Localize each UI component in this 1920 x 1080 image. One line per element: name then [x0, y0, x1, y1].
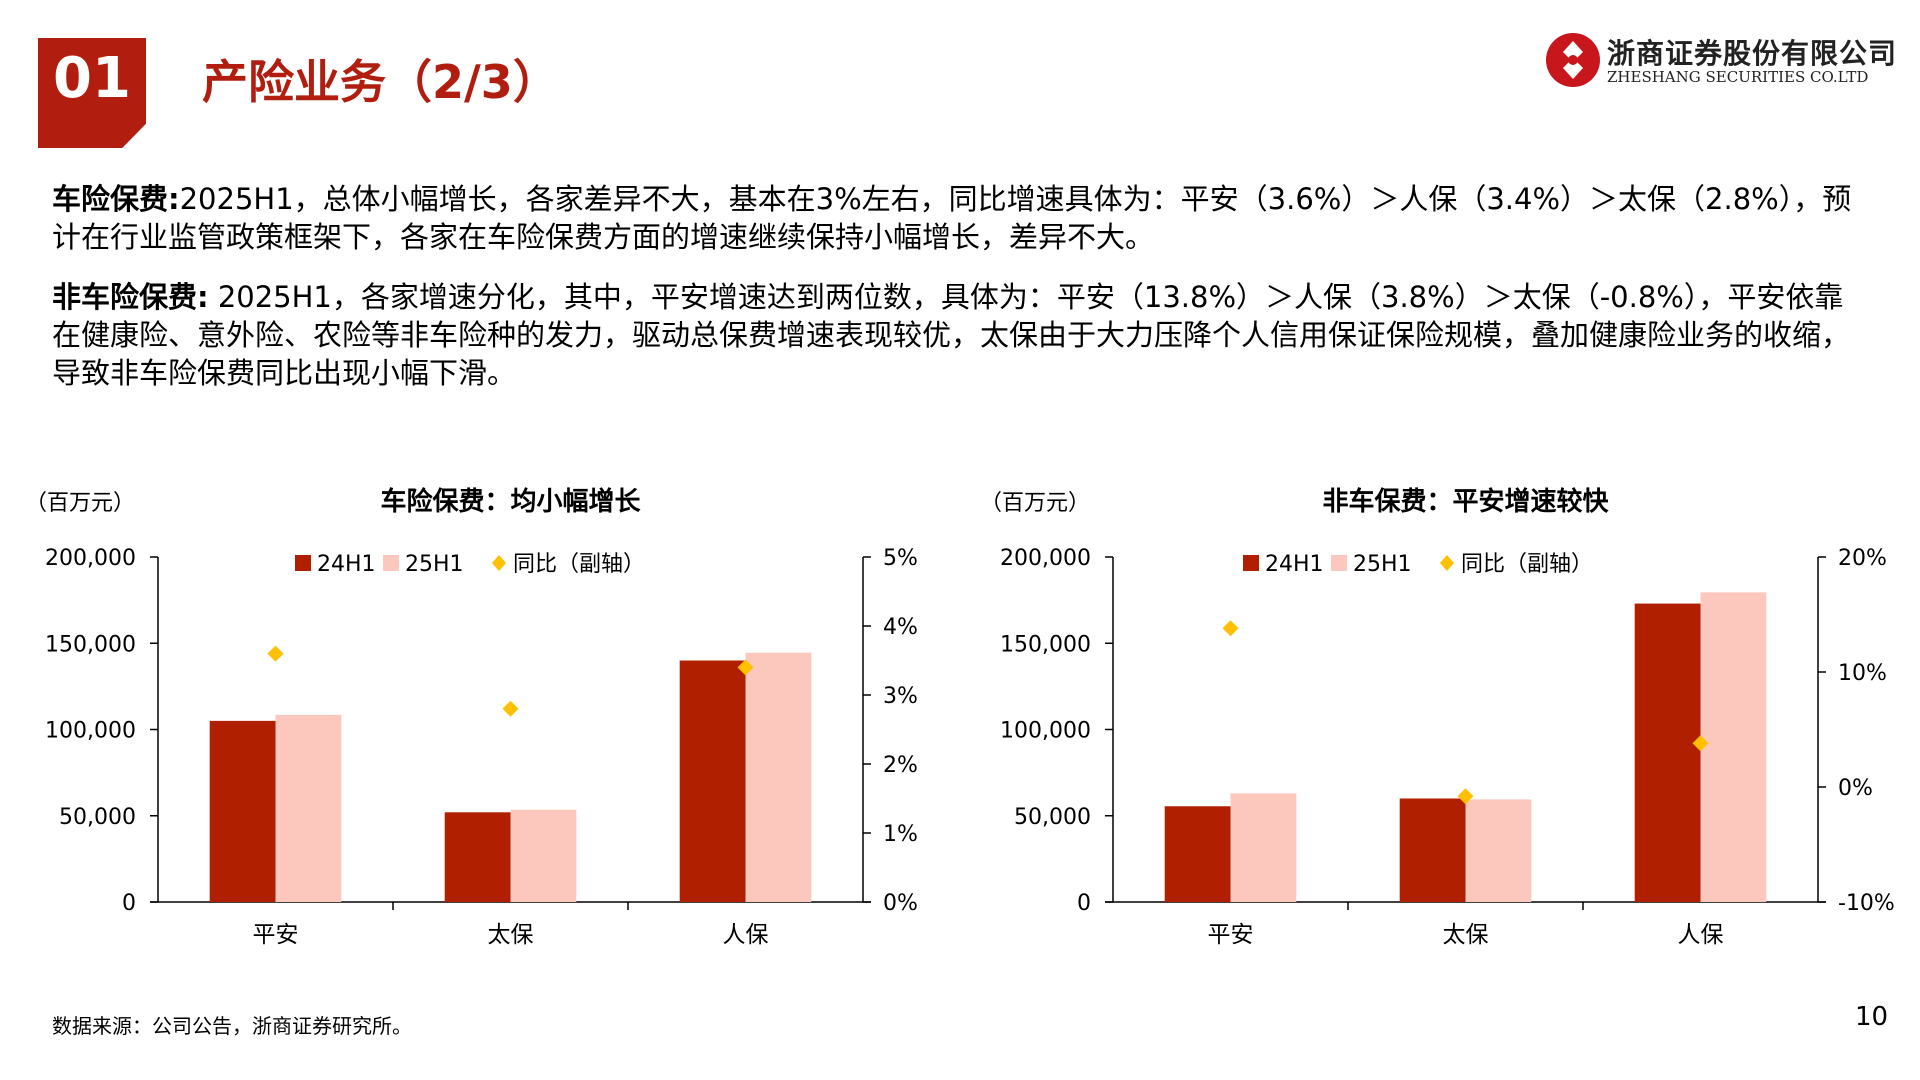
yoy-marker-1 — [267, 645, 284, 662]
bar-25H1-1 — [275, 714, 342, 902]
legend-label: 25H1 — [405, 552, 464, 577]
legend-swatch — [1440, 555, 1454, 571]
bar-24H1-2 — [1399, 798, 1466, 902]
non-auto-premium-text: 2025H1，各家增速分化，其中，平安增速达到两位数，具体为：平安（13.8%）… — [52, 280, 1851, 390]
x-tick-label: 太保 — [488, 922, 534, 948]
x-tick-label: 平安 — [253, 922, 299, 948]
y-tick-label: 100,000 — [1000, 719, 1091, 744]
bar-24H1-2 — [444, 812, 511, 902]
y2-tick-label: 0% — [1838, 776, 1873, 801]
yoy-marker-2 — [502, 700, 519, 717]
zheshang-logo-icon — [1546, 33, 1600, 87]
auto-premium-chart: （百万元） 车险保费：均小幅增长 0 50,000 100,000 150,000 200,… — [30, 486, 918, 948]
y2-tick-label: 20% — [1838, 546, 1887, 571]
bar-25H1-3 — [1700, 592, 1767, 902]
chart-title: 车险保费：均小幅增长 — [380, 486, 641, 517]
x-tick-label: 人保 — [723, 922, 769, 948]
legend-swatch — [383, 555, 399, 571]
legend-swatch — [295, 555, 311, 571]
bar-24H1-3 — [1634, 603, 1701, 902]
y-tick-label: 0 — [1077, 891, 1091, 916]
auto-premium-text: 2025H1，总体小幅增长，各家差异不大，基本在3%左右，同比增速具体为：平安（… — [52, 182, 1852, 254]
x-tick-label: 平安 — [1208, 922, 1254, 948]
y-tick-label: 200,000 — [45, 546, 136, 571]
non-auto-premium-chart: （百万元） 非车保费：平安增速较快 0 50,000 100,000 150,000 200… — [985, 486, 1895, 948]
chart-title: 非车保费：平安增速较快 — [1322, 486, 1609, 517]
bar-24H1-1 — [1164, 806, 1231, 902]
legend-swatch — [492, 555, 506, 571]
non-auto-premium-label: 非车险保费: — [52, 280, 209, 314]
page-number: 10 — [1855, 1002, 1889, 1032]
page-title: 产险业务（2/3） — [202, 55, 559, 109]
yoy-marker-2 — [1457, 788, 1474, 805]
y-tick-label: 0 — [122, 891, 136, 916]
yoy-marker-3 — [1692, 735, 1709, 752]
y2-tick-label: 1% — [883, 822, 918, 847]
legend-label: 同比（副轴） — [1461, 552, 1593, 577]
y-tick-label: 50,000 — [59, 805, 136, 830]
auto-premium-paragraph: 车险保费:2025H1，总体小幅增长，各家差异不大，基本在3%左右，同比增速具体… — [52, 180, 1872, 256]
auto-premium-label: 车险保费: — [52, 182, 180, 216]
legend-label: 24H1 — [317, 552, 376, 577]
y2-tick-label: 10% — [1838, 661, 1887, 686]
logo-chinese-name: 浙商证券股份有限公司 — [1607, 37, 1898, 70]
y2-tick-label: 0% — [883, 891, 918, 916]
logo-english-name: ZHESHANG SECURITIES CO.LTD — [1607, 68, 1869, 86]
y2-tick-label: 2% — [883, 753, 918, 778]
legend-label: 同比（副轴） — [513, 552, 645, 577]
x-tick-label: 人保 — [1678, 922, 1724, 948]
y2-tick-label: 4% — [883, 615, 918, 640]
legend-swatch — [1331, 555, 1347, 571]
y2-tick-label: 3% — [883, 684, 918, 709]
yoy-marker-1 — [1222, 620, 1239, 637]
bar-25H1-1 — [1230, 793, 1297, 902]
y-tick-label: 100,000 — [45, 719, 136, 744]
bar-24H1-3 — [679, 660, 746, 902]
y-tick-label: 200,000 — [1000, 546, 1091, 571]
x-tick-label: 太保 — [1443, 922, 1489, 948]
bar-24H1-1 — [209, 720, 276, 902]
y2-tick-label: 5% — [883, 546, 918, 571]
company-logo: 浙商证券股份有限公司 ZHESHANG SECURITIES CO.LTD — [1545, 32, 1896, 92]
bar-25H1-2 — [1465, 799, 1532, 902]
bar-25H1-2 — [510, 809, 577, 902]
y2-tick-label: -10% — [1838, 891, 1895, 916]
yoy-marker-3 — [737, 659, 754, 676]
y-tick-label: 50,000 — [1014, 805, 1091, 830]
data-source-note: 数据来源：公司公告，浙商证券研究所。 — [52, 1014, 412, 1038]
unit-label: （百万元） — [985, 491, 1090, 516]
bar-25H1-3 — [745, 652, 812, 902]
section-number-badge: 01 — [38, 38, 146, 148]
y-tick-label: 150,000 — [45, 632, 136, 657]
non-auto-premium-paragraph: 非车险保费: 2025H1，各家增速分化，其中，平安增速达到两位数，具体为：平安… — [52, 278, 1872, 392]
y-tick-label: 150,000 — [1000, 632, 1091, 657]
unit-label: （百万元） — [30, 491, 135, 516]
section-number: 01 — [53, 46, 131, 111]
legend-label: 24H1 — [1265, 552, 1324, 577]
legend-swatch — [1243, 555, 1259, 571]
legend-label: 25H1 — [1353, 552, 1412, 577]
